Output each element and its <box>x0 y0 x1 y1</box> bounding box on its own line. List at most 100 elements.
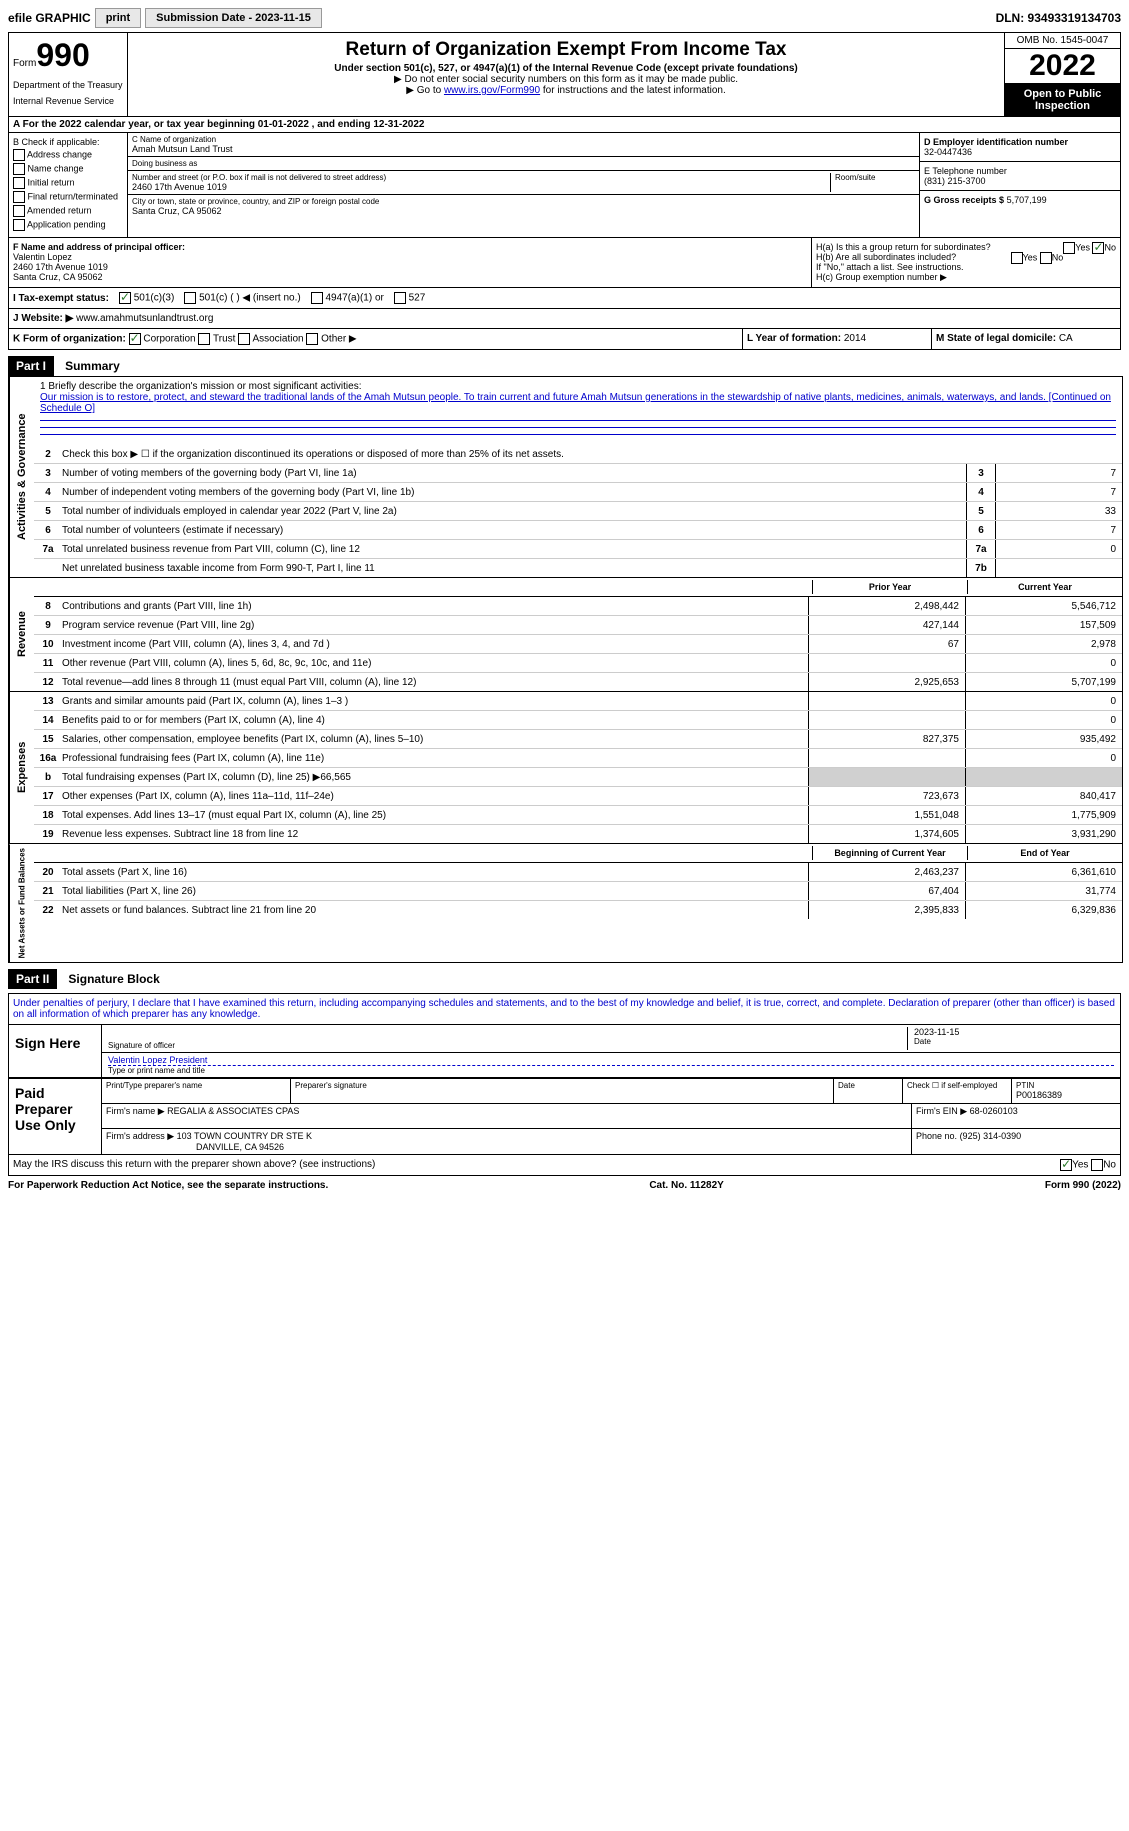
line12-desc: Total revenue—add lines 8 through 11 (mu… <box>62 677 808 688</box>
firm-addr2: DANVILLE, CA 94526 <box>196 1142 284 1152</box>
final-check[interactable]: Final return/terminated <box>13 191 123 203</box>
form-ref: Form 990 (2022) <box>1045 1180 1121 1191</box>
firm-name-label: Firm's name ▶ <box>106 1106 165 1116</box>
ha-yes: Yes <box>1075 242 1090 252</box>
line4-val: 7 <box>996 483 1122 501</box>
omb-number: OMB No. 1545-0047 <box>1005 33 1120 49</box>
line2-desc: Check this box ▶ ☐ if the organization d… <box>62 449 1122 460</box>
line21-desc: Total liabilities (Part X, line 26) <box>62 886 808 897</box>
line5-val: 33 <box>996 502 1122 520</box>
prep-date-label: Date <box>838 1081 898 1090</box>
col-current-year: Current Year <box>967 580 1122 594</box>
irs-link[interactable]: www.irs.gov/Form990 <box>444 85 540 96</box>
sidelabel-revenue: Revenue <box>9 578 34 691</box>
ptin-label: PTIN <box>1016 1081 1116 1090</box>
type-name-label: Type or print name and title <box>108 1066 1114 1075</box>
box-f: F Name and address of principal officer:… <box>9 238 812 287</box>
form-number: 990 <box>36 37 89 73</box>
line15-desc: Salaries, other compensation, employee b… <box>62 734 808 745</box>
line22-desc: Net assets or fund balances. Subtract li… <box>62 905 808 916</box>
mission-block: 1 Briefly describe the organization's mi… <box>34 377 1122 445</box>
line21-curr: 31,774 <box>965 882 1122 900</box>
line20-desc: Total assets (Part X, line 16) <box>62 867 808 878</box>
initial-check[interactable]: Initial return <box>13 177 123 189</box>
line8-curr: 5,546,712 <box>965 597 1122 615</box>
line18-prior: 1,551,048 <box>808 806 965 824</box>
firm-phone-label: Phone no. <box>916 1131 957 1141</box>
city-value: Santa Cruz, CA 95062 <box>132 206 915 216</box>
part1-header-row: Part I Summary <box>8 350 1121 376</box>
line15-prior: 827,375 <box>808 730 965 748</box>
line18-desc: Total expenses. Add lines 13–17 (must eq… <box>62 810 808 821</box>
col-begin-year: Beginning of Current Year <box>812 846 967 860</box>
domicile-label: M State of legal domicile: <box>936 333 1056 344</box>
line8-desc: Contributions and grants (Part VIII, lin… <box>62 601 808 612</box>
line13-curr: 0 <box>965 692 1122 710</box>
pending-check[interactable]: Application pending <box>13 219 123 231</box>
gross-value: 5,707,199 <box>1007 195 1047 205</box>
sign-here-label: Sign Here <box>9 1025 102 1077</box>
form-header: Form990 Department of the Treasury Inter… <box>8 32 1121 117</box>
efile-label: efile GRAPHIC <box>8 11 91 25</box>
corp-check: Corporation <box>143 334 195 345</box>
preparer-table: Paid Preparer Use Only Print/Type prepar… <box>8 1078 1121 1155</box>
line11-prior <box>808 654 965 672</box>
line10-desc: Investment income (Part VIII, column (A)… <box>62 639 808 650</box>
firm-addr1: 103 TOWN COUNTRY DR STE K <box>177 1131 312 1141</box>
line16b-desc: Total fundraising expenses (Part IX, col… <box>62 772 808 783</box>
name-change-check[interactable]: Name change <box>13 163 123 175</box>
street-value: 2460 17th Avenue 1019 <box>132 182 826 192</box>
cat-number: Cat. No. 11282Y <box>649 1180 723 1191</box>
submission-date-button[interactable]: Submission Date - 2023-11-15 <box>145 8 322 28</box>
line16b-prior <box>808 768 965 786</box>
discuss-row: May the IRS discuss this return with the… <box>8 1155 1121 1176</box>
dba-label: Doing business as <box>132 159 915 168</box>
amended-check[interactable]: Amended return <box>13 205 123 217</box>
room-label: Room/suite <box>835 173 915 182</box>
assoc-check: Association <box>252 334 303 345</box>
addr-change-check[interactable]: Address change <box>13 149 123 161</box>
line13-desc: Grants and similar amounts paid (Part IX… <box>62 696 808 707</box>
org-name: Amah Mutsun Land Trust <box>132 144 915 154</box>
line17-curr: 840,417 <box>965 787 1122 805</box>
irs-label: Internal Revenue Service <box>13 96 123 106</box>
box-b-title: B Check if applicable: <box>13 137 123 147</box>
line9-desc: Program service revenue (Part VIII, line… <box>62 620 808 631</box>
org-name-label: C Name of organization <box>132 135 915 144</box>
main-info-block: B Check if applicable: Address change Na… <box>8 133 1121 238</box>
form-subtitle: Under section 501(c), 527, or 4947(a)(1)… <box>132 63 1000 74</box>
ptin-value: P00186389 <box>1016 1090 1116 1100</box>
box-d: D Employer identification number 32-0447… <box>920 133 1120 237</box>
line10-curr: 2,978 <box>965 635 1122 653</box>
header-center: Return of Organization Exempt From Incom… <box>128 33 1005 116</box>
line15-curr: 935,492 <box>965 730 1122 748</box>
line16a-desc: Professional fundraising fees (Part IX, … <box>62 753 808 764</box>
gross-label: G Gross receipts $ <box>924 195 1004 205</box>
domicile-state: CA <box>1059 333 1073 344</box>
officer-printed-name: Valentin Lopez President <box>108 1055 1114 1066</box>
firm-phone: (925) 314-0390 <box>960 1131 1022 1141</box>
row-a-tax-year: A For the 2022 calendar year, or tax yea… <box>8 117 1121 133</box>
hc-label: H(c) Group exemption number ▶ <box>816 272 1116 283</box>
row-a-text: A For the 2022 calendar year, or tax yea… <box>13 119 424 130</box>
line6-desc: Total number of volunteers (estimate if … <box>62 525 966 536</box>
mission-label: 1 Briefly describe the organization's mi… <box>40 381 1116 392</box>
goto-note: ▶ Go to www.irs.gov/Form990 for instruct… <box>132 85 1000 96</box>
other-check: Other ▶ <box>321 334 356 345</box>
paid-preparer-label: Paid Preparer Use Only <box>9 1079 102 1154</box>
line20-prior: 2,463,237 <box>808 863 965 881</box>
row-fgh: F Name and address of principal officer:… <box>8 238 1121 288</box>
ein-value: 32-0447436 <box>924 147 1116 157</box>
4947-check: 4947(a)(1) or <box>325 293 383 304</box>
dln-label: DLN: 93493319134703 <box>996 11 1121 25</box>
mission-text: Our mission is to restore, protect, and … <box>40 392 1116 414</box>
print-button[interactable]: print <box>95 8 141 28</box>
line19-prior: 1,374,605 <box>808 825 965 843</box>
sidelabel-netassets: Net Assets or Fund Balances <box>9 844 34 962</box>
line19-desc: Revenue less expenses. Subtract line 18 … <box>62 829 808 840</box>
prep-name-label: Print/Type preparer's name <box>106 1081 286 1090</box>
line20-curr: 6,361,610 <box>965 863 1122 881</box>
firm-addr-label: Firm's address ▶ <box>106 1131 174 1141</box>
line12-prior: 2,925,653 <box>808 673 965 691</box>
line16b-curr <box>965 768 1122 786</box>
